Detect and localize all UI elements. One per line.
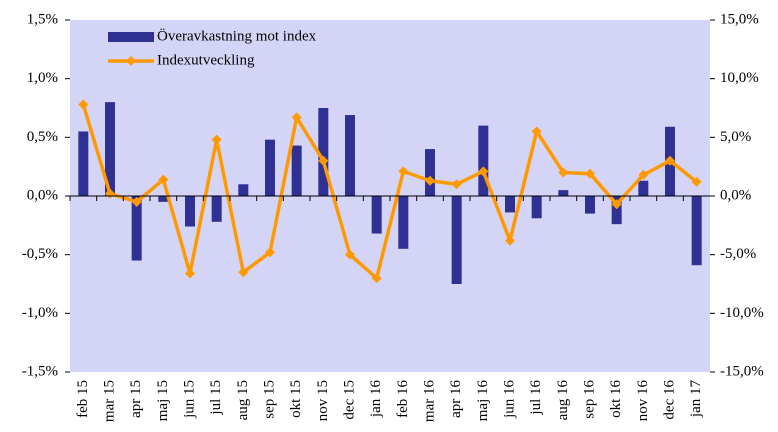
y2-tick-label: 15,0% — [720, 11, 759, 27]
marker — [345, 249, 355, 260]
marker — [531, 126, 542, 137]
marker — [478, 166, 489, 177]
x-tick-label: nov 15 — [315, 380, 331, 421]
bar — [691, 196, 702, 266]
marker — [78, 99, 89, 110]
y-tick-label: -1,0% — [22, 305, 58, 321]
x-tick-label: aug 15 — [235, 380, 251, 420]
marker — [505, 235, 515, 246]
bar — [398, 196, 409, 249]
bar — [505, 196, 515, 213]
x-tick-label: mar 15 — [101, 380, 117, 422]
line — [81, 103, 698, 280]
marker — [691, 176, 702, 187]
y2-tick-label: 0,0% — [720, 187, 751, 203]
y-tick-label: 0,5% — [27, 129, 58, 145]
bar — [78, 131, 89, 196]
x-tick-label: apr 16 — [448, 380, 464, 418]
marker — [638, 169, 649, 180]
marker — [265, 247, 275, 258]
bar — [291, 145, 302, 196]
bar — [585, 196, 595, 214]
bar — [558, 190, 569, 196]
legend-marker — [126, 56, 136, 66]
x-tick-label: sep 16 — [581, 380, 597, 419]
y-tick-label: -1,5% — [22, 363, 58, 379]
legend-swatch — [108, 32, 154, 42]
x-tick-label: maj 15 — [155, 380, 171, 421]
x-tick-label: okt 16 — [608, 380, 624, 418]
marker — [238, 267, 249, 278]
y2-tick-label: -5,0% — [720, 246, 756, 262]
marker — [185, 268, 195, 279]
marker — [611, 199, 622, 210]
marker — [558, 167, 569, 178]
x-tick-label: feb 15 — [75, 380, 91, 418]
marker — [665, 155, 675, 166]
marker — [451, 179, 462, 190]
marker — [131, 196, 142, 207]
bar — [265, 139, 275, 196]
bar — [478, 125, 489, 196]
legend-label: Indexutveckling — [157, 52, 255, 68]
bar — [211, 196, 222, 222]
x-tick-label: apr 15 — [128, 380, 144, 418]
x-tick-label: okt 15 — [288, 380, 304, 418]
x-tick-label: feb 16 — [395, 380, 411, 418]
marker — [291, 112, 302, 123]
x-tick-label: jan 17 — [688, 380, 704, 419]
x-tick-label: jul 16 — [528, 380, 544, 416]
x-tick-label: aug 16 — [555, 380, 571, 421]
x-tick-label: sep 15 — [261, 380, 277, 419]
x-tick-label: nov 16 — [635, 380, 651, 422]
x-tick-label: maj 16 — [475, 380, 491, 422]
x-tick-label: jan 16 — [368, 380, 384, 419]
bar — [185, 196, 195, 227]
marker — [211, 134, 222, 145]
x-tick-label: jun 15 — [181, 380, 197, 419]
y2-tick-label: 10,0% — [720, 70, 759, 86]
y-tick-label: -0,5% — [22, 246, 58, 262]
marker — [425, 175, 435, 186]
marker — [585, 168, 595, 179]
bar — [425, 149, 435, 196]
y-tick-label: 1,0% — [27, 70, 58, 86]
y2-tick-label: -10,0% — [720, 305, 764, 321]
x-tick-label: mar 16 — [421, 380, 437, 423]
x-tick-label: jul 15 — [208, 380, 224, 416]
legend-label: Överavkastning mot index — [157, 27, 317, 44]
bar — [531, 196, 542, 219]
x-tick-label: jun 16 — [501, 380, 517, 419]
bar — [105, 102, 115, 196]
y2-tick-label: 5,0% — [720, 129, 751, 145]
bar — [131, 196, 142, 261]
bar — [611, 196, 622, 225]
marker — [398, 166, 409, 177]
marker — [318, 155, 329, 166]
x-tick-label: dec 15 — [341, 380, 357, 420]
marker — [158, 174, 169, 185]
marker — [371, 273, 382, 284]
bar — [345, 115, 355, 196]
bar — [371, 196, 382, 234]
y-tick-label: 0,0% — [27, 187, 58, 203]
bar — [638, 180, 649, 196]
bar — [451, 196, 462, 284]
bar — [158, 196, 169, 202]
y-tick-label: 1,5% — [27, 11, 58, 27]
bar — [238, 184, 249, 196]
x-tick-label: dec 16 — [661, 380, 677, 420]
y2-tick-label: -15,0% — [720, 363, 764, 379]
bar — [318, 108, 329, 196]
